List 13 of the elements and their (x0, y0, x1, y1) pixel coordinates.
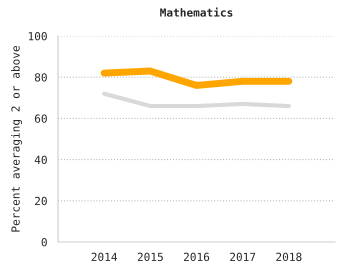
y-tick-label: 60 (34, 114, 47, 123)
y-tick-label: 40 (34, 156, 47, 164)
y-tick-label: 80 (34, 73, 47, 82)
x-tick-label: 2017 (230, 252, 256, 262)
x-tick-label: 2014 (92, 252, 118, 262)
x-tick-label: 2016 (184, 252, 210, 262)
x-tick-label: 2018 (276, 252, 302, 262)
chart-title: Mathematics (160, 8, 232, 17)
x-tick-label: 2015 (138, 252, 163, 262)
y-tick-label: 20 (35, 196, 47, 206)
y-axis-title: Percent averaging 2 or above (11, 46, 22, 232)
y-tick-label: 0 (42, 238, 47, 246)
y-tick-label: 100 (28, 32, 47, 40)
